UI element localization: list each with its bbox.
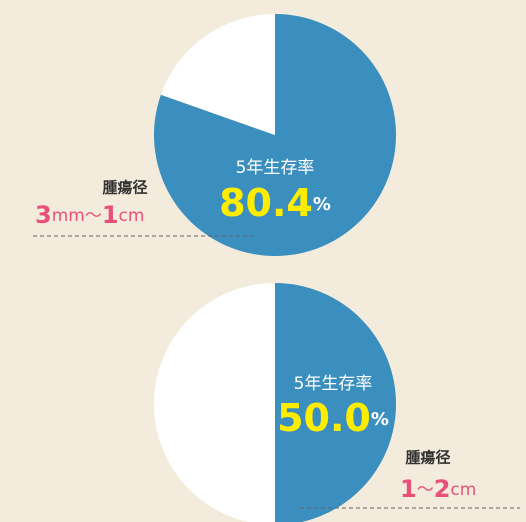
size-part: 2	[434, 475, 451, 503]
value-unit: %	[313, 194, 331, 215]
size-part: 〜	[417, 480, 434, 500]
size-part: 〜	[85, 206, 102, 226]
pie-title: 5年生存率	[294, 374, 373, 394]
size-label: 1〜2cm	[400, 475, 476, 503]
size-part: cm	[119, 206, 145, 226]
size-label: 3mm〜1cm	[35, 201, 144, 229]
annotation-label: 腫瘍径	[405, 449, 450, 467]
value-unit: %	[371, 409, 389, 430]
pie-slice	[154, 283, 275, 522]
annotation-label: 腫瘍径	[102, 179, 147, 197]
value-number: 80.4	[219, 181, 313, 225]
size-part: 1	[400, 475, 417, 503]
value-number: 50.0	[277, 396, 371, 440]
size-part: 1	[102, 201, 119, 229]
size-part: mm	[52, 206, 85, 226]
size-part: cm	[450, 480, 476, 500]
pie-slice	[275, 283, 396, 522]
pie-title: 5年生存率	[236, 158, 315, 178]
pie-slice	[160, 14, 275, 135]
value-label: 50.0%	[277, 396, 389, 440]
size-part: 3	[35, 201, 52, 229]
value-label: 80.4%	[219, 181, 331, 225]
pie-chart: 5年生存率 80.4% 腫瘍径 3mm〜1cm	[33, 14, 396, 256]
